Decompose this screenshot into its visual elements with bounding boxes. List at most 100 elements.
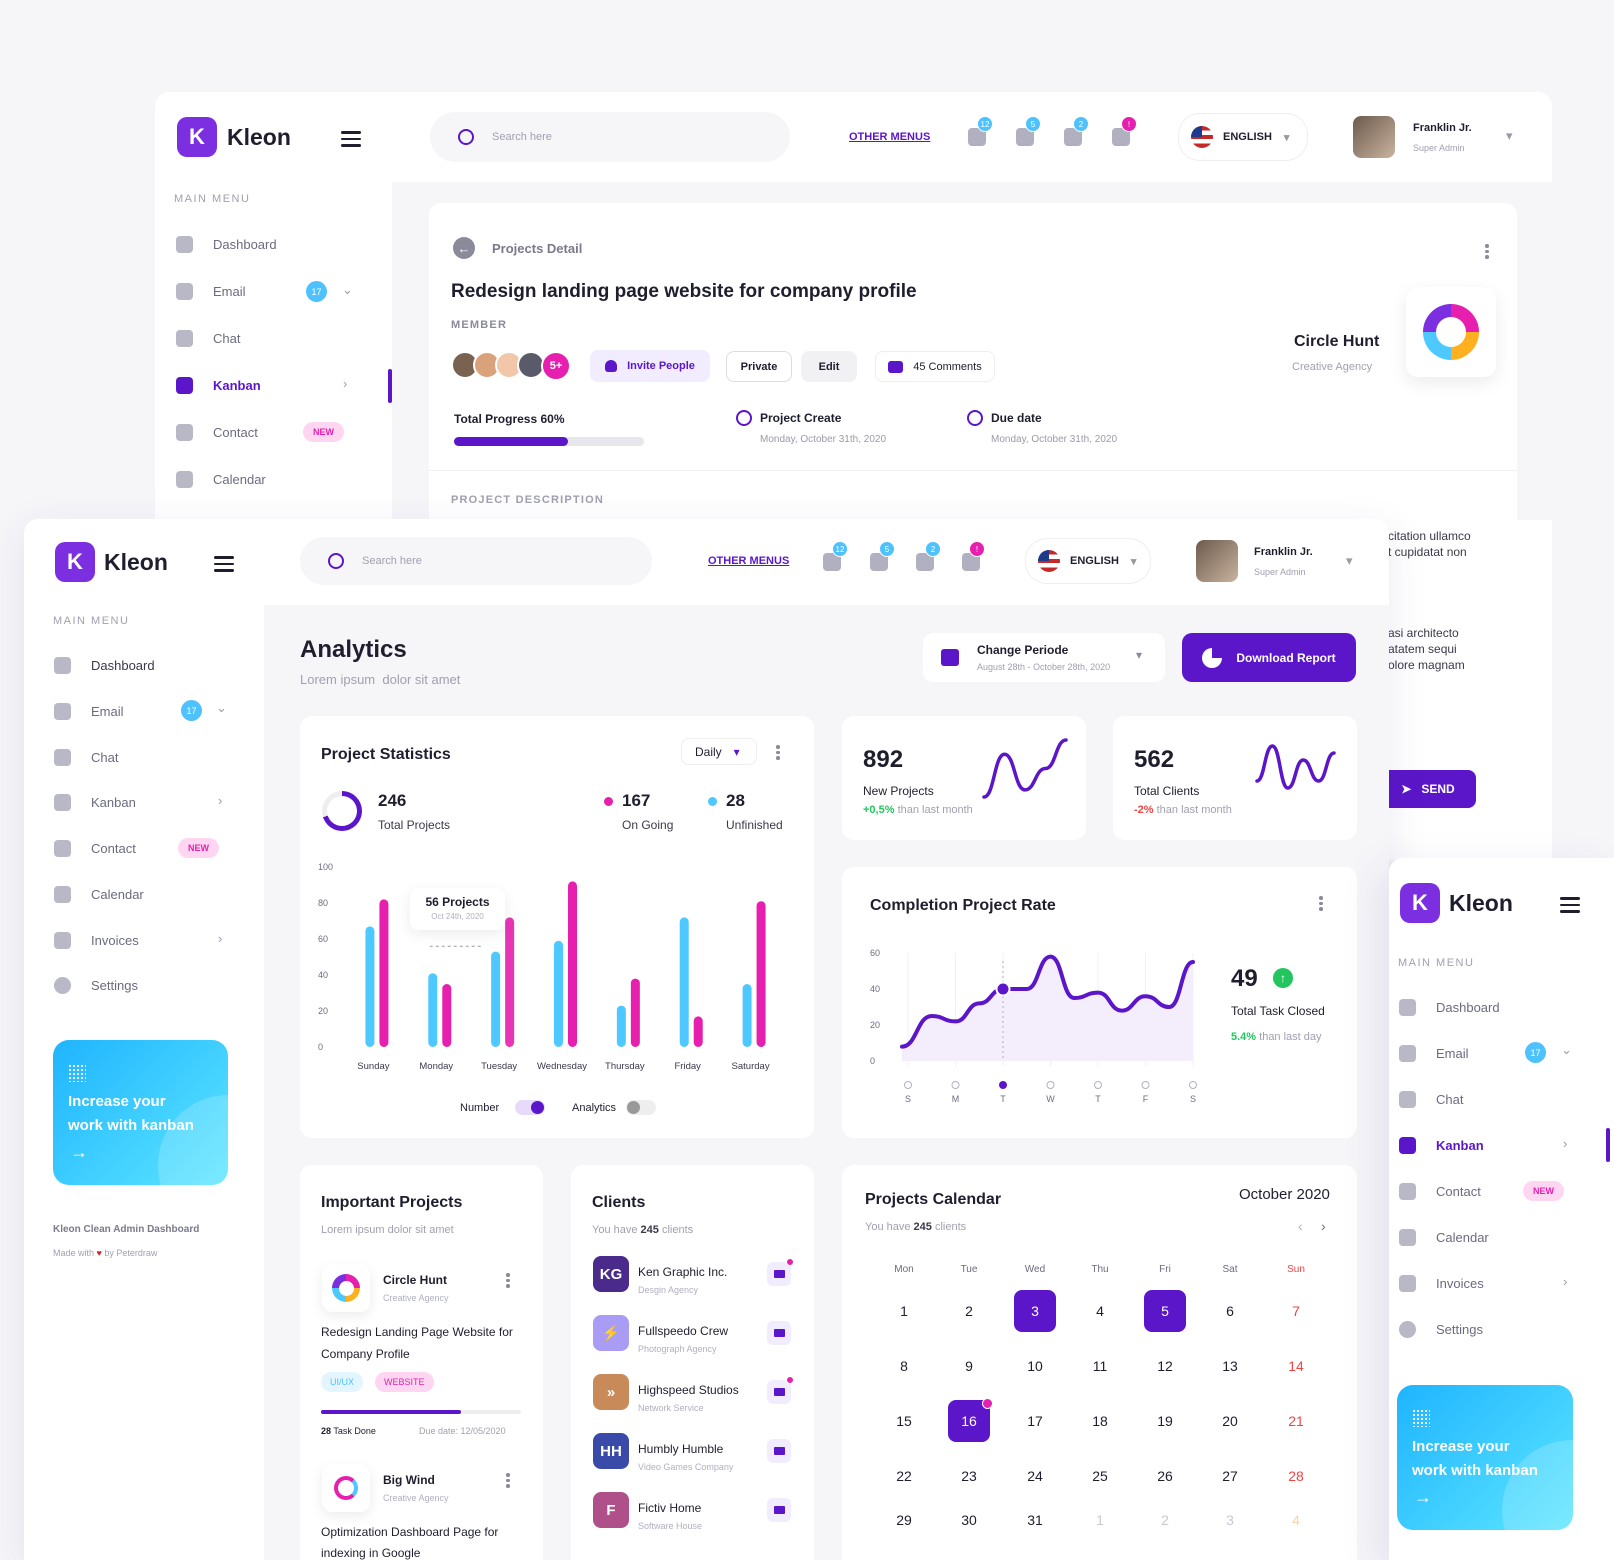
bar[interactable]: [365, 926, 375, 1047]
user-caret-icon[interactable]: ▾: [1506, 128, 1513, 143]
calendar-day[interactable]: 14: [1288, 1358, 1304, 1374]
calendar-day[interactable]: 23: [961, 1468, 977, 1484]
x-point-marker[interactable]: [951, 1081, 960, 1089]
logo[interactable]: K: [55, 542, 95, 582]
invite-people-button[interactable]: Invite People: [590, 350, 710, 382]
bar[interactable]: [428, 973, 438, 1047]
third-menu-settings[interactable]: Settings: [1399, 1318, 1483, 1340]
menu-contact[interactable]: Contact: [54, 837, 136, 859]
back-menu-email[interactable]: Email: [176, 280, 246, 302]
gift-icon[interactable]: [870, 553, 888, 571]
member-avatars[interactable]: 5+: [451, 351, 581, 381]
prev-month-icon[interactable]: ‹: [1298, 1218, 1303, 1234]
menu-kanban[interactable]: Kanban: [54, 791, 136, 813]
bar[interactable]: [379, 899, 389, 1047]
calendar-day[interactable]: 2: [1161, 1512, 1169, 1528]
menu-chat[interactable]: Chat: [54, 746, 118, 768]
calendar-day[interactable]: 26: [1157, 1468, 1173, 1484]
calendar-day[interactable]: 11: [1092, 1358, 1108, 1374]
calendar-day[interactable]: 2: [965, 1303, 973, 1319]
calendar-day[interactable]: 10: [1027, 1358, 1043, 1374]
chevron-down-icon[interactable]: ⌄: [342, 282, 353, 297]
back-search-input[interactable]: Search here: [430, 112, 790, 162]
menu-email[interactable]: Email: [54, 700, 124, 722]
more-icon[interactable]: [506, 1471, 510, 1490]
calendar-day[interactable]: 24: [1027, 1468, 1043, 1484]
download-report-button[interactable]: Download Report: [1182, 633, 1356, 682]
bar[interactable]: [630, 978, 640, 1047]
tag-website[interactable]: WEBSITE: [375, 1372, 434, 1392]
bar[interactable]: [679, 917, 689, 1047]
chevron-right-icon[interactable]: ›: [218, 793, 223, 808]
calendar-day[interactable]: 6: [1226, 1303, 1234, 1319]
calendar-day[interactable]: 3: [1014, 1290, 1056, 1332]
bar[interactable]: [491, 951, 501, 1047]
private-button[interactable]: Private: [726, 351, 792, 382]
calendar-day[interactable]: 22: [896, 1468, 912, 1484]
third-menu-kanban[interactable]: Kanban: [1399, 1134, 1484, 1156]
calendar-day[interactable]: 4: [1096, 1303, 1104, 1319]
tag-uiux[interactable]: UI/UX: [321, 1372, 364, 1392]
calendar-day[interactable]: 27: [1222, 1468, 1238, 1484]
back-menu-dashboard[interactable]: Dashboard: [176, 233, 277, 255]
third-hamburger-icon[interactable]: [1560, 893, 1580, 917]
calendar-day[interactable]: 5: [1144, 1290, 1186, 1332]
back-menu-kanban[interactable]: Kanban: [176, 374, 261, 396]
mail-icon[interactable]: [767, 1439, 791, 1463]
calendar-day[interactable]: 12: [1157, 1358, 1173, 1374]
promo-card[interactable]: Increase your work with kanban →: [53, 1040, 228, 1185]
calendar-day[interactable]: 19: [1157, 1413, 1173, 1429]
bell-icon[interactable]: [823, 553, 841, 571]
calendar-day[interactable]: 17: [1027, 1413, 1043, 1429]
arrow-right-icon[interactable]: →: [1414, 1487, 1432, 1507]
back-logo[interactable]: K: [177, 117, 217, 157]
chevron-right-icon[interactable]: ›: [1563, 1274, 1568, 1289]
more-icon[interactable]: [506, 1271, 510, 1290]
chevron-down-icon[interactable]: ⌄: [216, 700, 227, 715]
calendar-day[interactable]: 3: [1226, 1512, 1234, 1528]
back-menu-contact[interactable]: Contact: [176, 421, 258, 443]
caret-down-icon[interactable]: ▾: [1136, 648, 1143, 662]
third-menu-chat[interactable]: Chat: [1399, 1088, 1463, 1110]
chevron-right-icon[interactable]: ›: [218, 931, 223, 946]
hamburger-icon[interactable]: [214, 552, 234, 576]
chevron-right-icon[interactable]: ›: [1563, 1136, 1568, 1151]
language-select[interactable]: ENGLISH ▾: [1025, 538, 1151, 584]
mail-icon[interactable]: [767, 1380, 791, 1404]
period-select[interactable]: [923, 633, 1165, 682]
calendar-day[interactable]: 18: [1092, 1413, 1108, 1429]
comments-button[interactable]: 45 Comments: [875, 351, 995, 382]
chevron-down-icon[interactable]: ⌄: [1561, 1042, 1572, 1057]
gift-icon[interactable]: [1016, 128, 1034, 146]
mail-icon[interactable]: [767, 1498, 791, 1522]
briefcase-icon[interactable]: [1112, 128, 1130, 146]
menu-dashboard[interactable]: Dashboard: [54, 654, 155, 676]
calendar-day[interactable]: 20: [1222, 1413, 1238, 1429]
third-menu-contact[interactable]: Contact: [1399, 1180, 1481, 1202]
more-icon[interactable]: [1319, 894, 1323, 913]
menu-settings[interactable]: Settings: [54, 974, 138, 996]
toggle-number[interactable]: [515, 1100, 545, 1115]
search-input[interactable]: Search here: [300, 537, 652, 585]
more-icon[interactable]: [1485, 242, 1489, 261]
calendar-day[interactable]: 15: [896, 1413, 912, 1429]
send-button[interactable]: ➤ SEND: [1380, 770, 1476, 808]
arrow-right-icon[interactable]: →: [70, 1142, 88, 1162]
briefcase-icon[interactable]: [962, 553, 980, 571]
x-point-marker[interactable]: [1189, 1081, 1197, 1089]
avatar[interactable]: [1196, 540, 1238, 582]
toggle-analytics[interactable]: [626, 1100, 656, 1115]
back-hamburger-icon[interactable]: [341, 127, 361, 151]
calendar-day[interactable]: 30: [961, 1512, 977, 1528]
calendar-day[interactable]: 29: [896, 1512, 912, 1528]
calendar-day[interactable]: 31: [1027, 1512, 1043, 1528]
third-menu-dashboard[interactable]: Dashboard: [1399, 996, 1500, 1018]
calendar-day[interactable]: 7: [1292, 1303, 1300, 1319]
member-more-badge[interactable]: 5+: [541, 351, 571, 381]
chat-bubble-icon[interactable]: [916, 553, 934, 571]
calendar-day[interactable]: 21: [1288, 1413, 1304, 1429]
bar[interactable]: [568, 881, 577, 1047]
bar[interactable]: [742, 984, 752, 1047]
bar[interactable]: [693, 1016, 703, 1047]
x-point-marker[interactable]: [999, 1081, 1007, 1089]
